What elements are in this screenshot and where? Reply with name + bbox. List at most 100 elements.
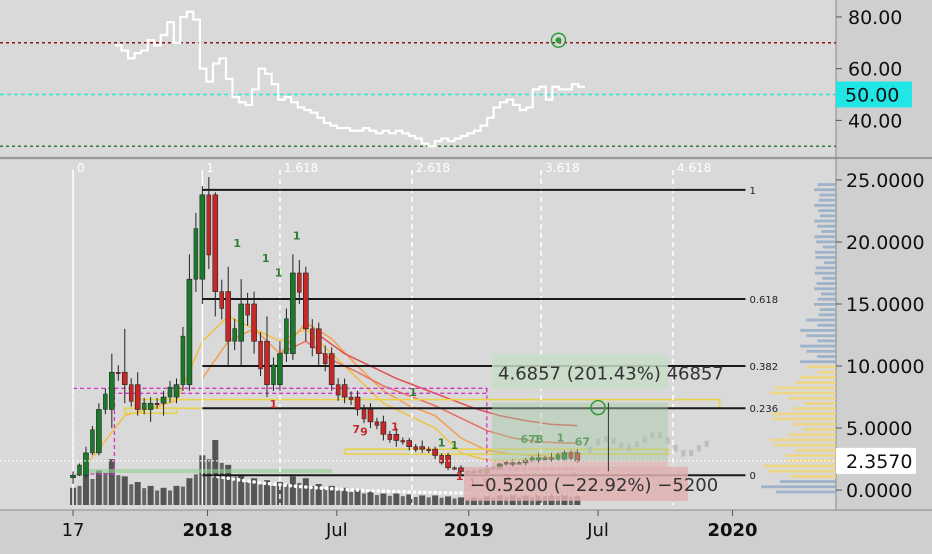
volume-bar-9 [186, 478, 193, 505]
decay-dot-112 [360, 488, 365, 493]
decay-dot-132 [412, 490, 417, 494]
candle-body-35 [522, 460, 529, 464]
projection-candle-2 [603, 435, 608, 442]
volume-bar-mid-30 [465, 498, 470, 505]
volume-profile-bar-4 [768, 469, 836, 473]
volume-profile-bar-57 [819, 193, 836, 197]
indicator-layer [0, 10, 836, 148]
support-zone [83, 469, 332, 474]
volume-profile-bar-25 [800, 360, 836, 364]
volume-bar-mid-12 [232, 476, 237, 505]
candle-body-30 [458, 467, 464, 472]
fib-time-label-3: 2.618 [416, 161, 450, 175]
candle-body-5 [134, 384, 141, 410]
volume-bar-4 [121, 476, 128, 505]
volume-profile-bar-54 [818, 209, 836, 212]
candle-mid-body-22 [361, 409, 367, 420]
candle-body-16 [277, 353, 283, 385]
decay-dot-76 [267, 481, 272, 486]
candle-body-22 [354, 396, 361, 410]
volume-bar-mid-16 [284, 484, 289, 505]
decay-dot-128 [402, 490, 406, 494]
volume-bar-13 [238, 474, 245, 505]
volume-profile-bar-18 [788, 396, 836, 400]
indicator-marker-dot [555, 37, 562, 44]
candle-mid-body-2 [103, 393, 108, 410]
decay-dot-100 [329, 486, 334, 491]
candle-body-25 [393, 433, 400, 441]
price-tick-label-1: 20.0000 [846, 232, 925, 254]
td-label-0: 1 [233, 237, 241, 250]
decay-dot-148 [454, 491, 458, 495]
volume-profile-bar-55 [814, 203, 836, 207]
volume-profile-bar-24 [806, 365, 836, 369]
fib-time-label-0: 0 [77, 161, 85, 175]
candle-mid-body-12 [232, 328, 237, 342]
volume-bar-mid-9 [193, 474, 198, 505]
volume-bar-22 [354, 489, 361, 505]
decay-dot-142 [438, 490, 443, 495]
indicator-current-value: 50.00 [845, 85, 899, 107]
candle-mid-body-20 [335, 384, 341, 396]
decay-dot-108 [350, 488, 355, 492]
main-panel [0, 160, 836, 510]
indicator-line [115, 10, 585, 148]
volume-profile-bar-42 [814, 271, 836, 275]
measure-down-label: −0.5200 (−22.92%) −5200 [470, 475, 718, 496]
volume-bar-12 [225, 464, 232, 505]
projection-candle-10 [665, 437, 670, 444]
decay-dot-102 [335, 487, 339, 491]
volume-bar-7 [160, 487, 167, 505]
candle-mid-body-23 [374, 421, 380, 426]
decay-dot-84 [288, 483, 293, 488]
target-marker-ring [590, 399, 606, 416]
fib-level-label-2: 0.382 [749, 362, 778, 373]
volume-profile-bar-21 [796, 381, 836, 384]
volume-profile-bar-38 [821, 292, 836, 296]
candle-mid-body-8 [180, 335, 186, 385]
candle-body-7 [160, 396, 167, 404]
volume-profile-bar-3 [789, 474, 836, 478]
volume-bar-20 [328, 485, 335, 505]
decay-dot-90 [304, 485, 308, 489]
candle-mid-body-35 [529, 457, 535, 461]
volume-bar-mid-27 [426, 497, 431, 505]
projection-candle-0 [588, 446, 593, 453]
volume-profile-bar-30 [806, 334, 836, 338]
candle-body-9 [186, 278, 193, 385]
candle-body-34 [509, 462, 516, 465]
volume-profile-bar-15 [771, 412, 836, 416]
td-label-11: 7 [352, 423, 360, 436]
volume-bar-mid-25 [400, 496, 405, 505]
volume-bar-5 [134, 482, 141, 505]
candle-body-23 [367, 409, 374, 423]
volume-bar-26 [406, 494, 413, 505]
volume-profile-bar-11 [788, 433, 836, 437]
volume-profile-bar-7 [785, 454, 836, 457]
volume-bar-mid-19 [323, 488, 328, 505]
volume-bar-mid-2 [103, 472, 108, 505]
candle-body-38 [561, 452, 568, 460]
measure-up-area [492, 402, 668, 461]
projection-candle-7 [642, 436, 647, 443]
measure-up-label: 4.6857 (201.43%) 46857 [498, 364, 724, 385]
candle-mid-body-1 [90, 429, 95, 454]
volume-bar-3 [108, 459, 115, 505]
volume-bar-mid-31 [478, 498, 483, 505]
decay-dot-110 [355, 488, 360, 492]
candle-mid-body-16 [284, 318, 289, 354]
volume-bar-8 [173, 485, 180, 505]
volume-bar-17 [289, 476, 296, 505]
volume-bar-23 [367, 491, 374, 505]
decay-dot-58 [221, 475, 225, 480]
volume-profile-bar-53 [820, 214, 836, 218]
volume-bar-mid-7 [168, 490, 173, 505]
candle-mid-body-19 [322, 353, 328, 364]
volume-bar-mid-3 [116, 475, 121, 505]
candle-body-11 [212, 194, 219, 292]
candle-body-27 [419, 446, 425, 450]
projection-candle-3 [611, 437, 616, 445]
fib-time-label-4: 3.618 [545, 161, 579, 175]
projection-candle-5 [627, 444, 632, 451]
